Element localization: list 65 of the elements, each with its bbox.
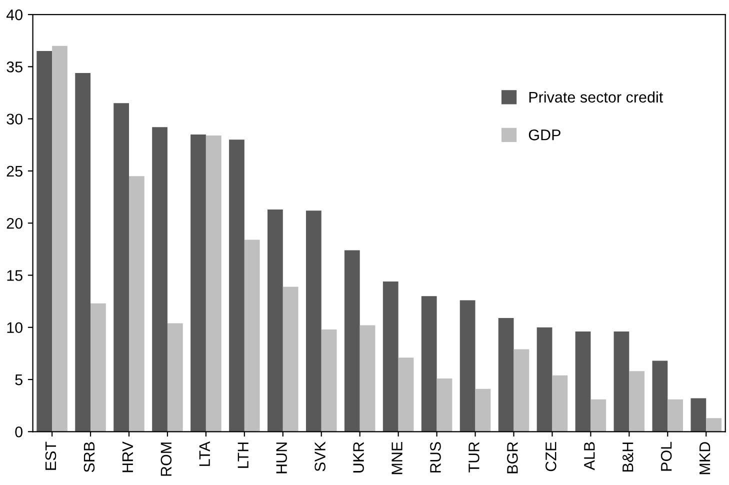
bar [114, 103, 129, 432]
y-tick-label: 0 [15, 426, 22, 438]
x-tick-label: BGR [507, 442, 518, 474]
bar [552, 375, 568, 432]
x-tick-label: POL [660, 442, 672, 471]
bar [575, 332, 591, 432]
bar [668, 399, 684, 432]
x-tick-label: LTH [238, 442, 248, 468]
bar [75, 72, 91, 432]
x-tick-label: UKR [353, 442, 364, 472]
bar [514, 349, 530, 432]
bar [436, 378, 452, 432]
bar [321, 329, 337, 432]
x-tick-label: CZE [546, 442, 556, 472]
bar [398, 358, 414, 432]
bar [128, 176, 144, 432]
bar [167, 323, 183, 432]
y-tick-label: 35 [6, 62, 22, 72]
y-tick-label: 5 [15, 374, 22, 386]
bar [536, 327, 552, 432]
bar [344, 250, 360, 432]
bar [36, 51, 52, 432]
bar [690, 398, 706, 432]
bar [206, 136, 222, 432]
bar [498, 318, 514, 432]
bar [190, 134, 206, 432]
bar [152, 127, 168, 432]
x-tick-label: LTA [199, 441, 210, 466]
legend-label: GDP [528, 130, 560, 140]
x-tick-label: SVK [314, 442, 326, 472]
bar [706, 418, 722, 432]
bar [90, 303, 106, 432]
x-tick-label: TUR [468, 442, 480, 472]
bar [475, 388, 491, 432]
bar [268, 210, 283, 432]
x-tick-label: ROM [160, 442, 172, 476]
x-tick-label: ALB [584, 442, 595, 470]
x-tick-label: SRB [84, 442, 95, 472]
y-tick-label: 15 [7, 270, 22, 281]
x-tick-label: HRV [122, 441, 133, 472]
x-tick-label: MKD [700, 442, 710, 474]
x-tick-label: HUN [276, 442, 287, 474]
x-tick-label: B&H [622, 442, 634, 472]
bar [52, 46, 68, 432]
bar [460, 300, 476, 432]
x-tick-label: EST [45, 442, 56, 470]
bar [229, 140, 244, 432]
bar [421, 296, 437, 432]
y-tick-label: 20 [6, 218, 22, 229]
y-tick-label: 40 [6, 9, 22, 20]
bar [360, 325, 376, 432]
bar [306, 210, 322, 432]
bar [244, 240, 260, 432]
bar [282, 286, 298, 432]
y-tick-label: 25 [6, 166, 22, 177]
y-tick-label: 10 [7, 322, 22, 334]
bar [382, 281, 398, 432]
y-tick-label: 30 [6, 114, 22, 125]
x-tick-label: RUS [430, 442, 441, 472]
x-tick-label: MNE [392, 442, 402, 474]
bar [590, 399, 606, 432]
bar [652, 360, 668, 432]
legend-label: Private sector credit [529, 91, 664, 103]
bar [629, 371, 645, 432]
bar [614, 332, 630, 432]
